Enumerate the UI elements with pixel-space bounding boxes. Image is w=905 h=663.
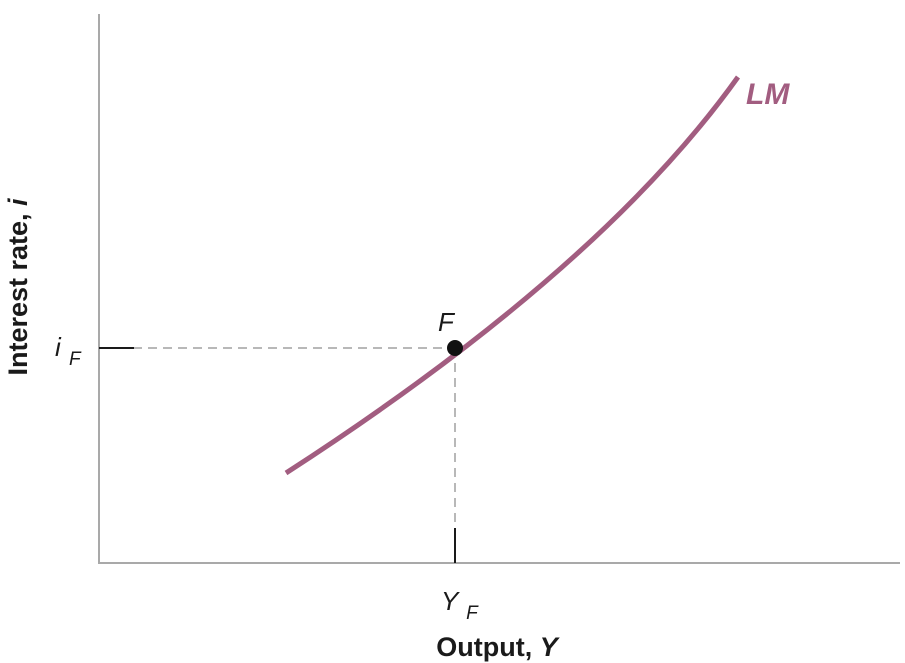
point-f <box>447 340 463 356</box>
y-marker-label: i F <box>55 332 82 370</box>
x-axis-title-text: Output, <box>436 632 532 662</box>
x-marker-label: Y F <box>441 586 479 624</box>
x-axis-var: Y <box>540 632 561 662</box>
y-marker-sub: F <box>69 349 82 370</box>
lm-curve <box>284 75 741 476</box>
y-marker-main: i <box>55 332 62 362</box>
x-marker-main: Y <box>441 586 460 616</box>
x-marker-sub: F <box>466 603 479 624</box>
y-axis-title: Interest rate, i <box>3 198 33 376</box>
x-axis-title: Output, Y <box>436 632 560 662</box>
y-axis-var: i <box>3 198 33 206</box>
point-f-label: F <box>438 307 456 337</box>
lm-curve-label: LM <box>746 78 790 111</box>
y-axis-title-text: Interest rate, <box>3 213 33 375</box>
